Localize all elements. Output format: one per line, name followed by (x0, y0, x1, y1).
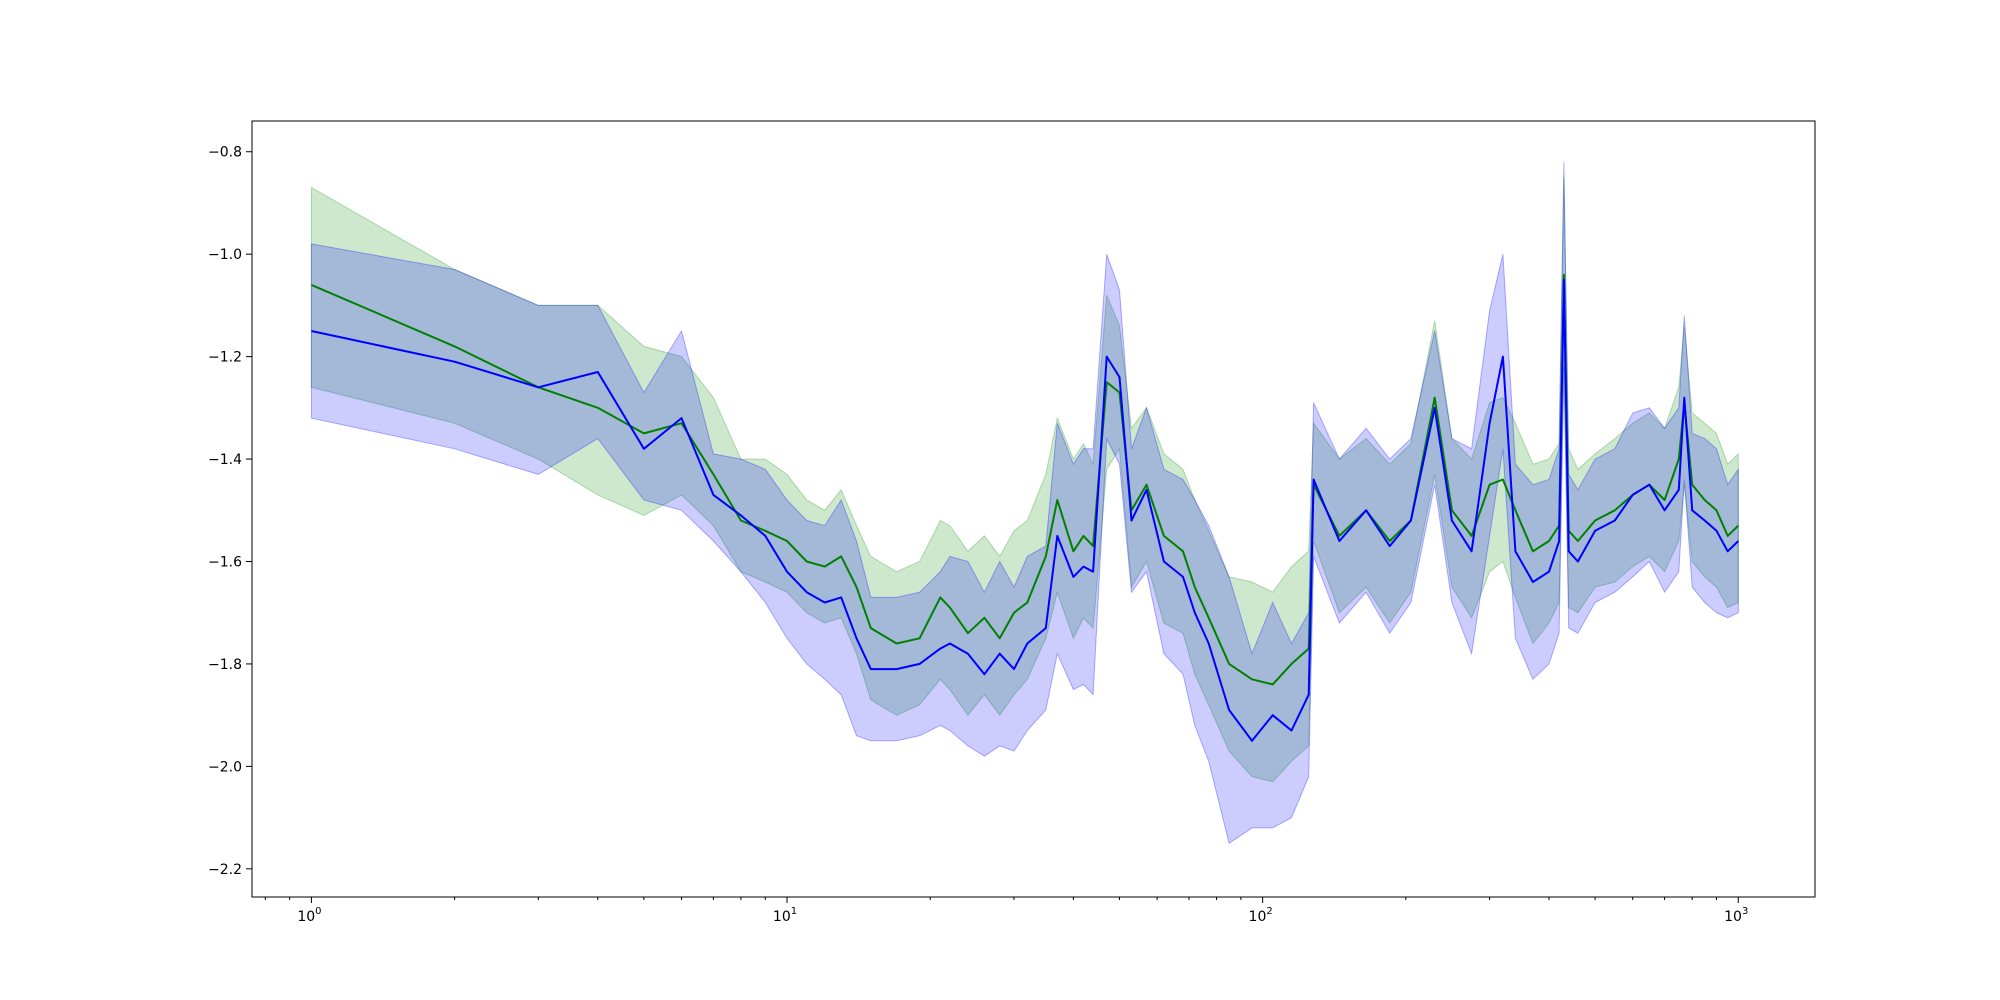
y-tick-label: −1.6 (208, 555, 242, 571)
x-tick-label: 101 (773, 906, 797, 925)
plot-area (310, 161, 1739, 845)
x-tick-label: 103 (1724, 906, 1748, 925)
y-tick-label: −1.4 (208, 452, 242, 468)
y-tick-label: −1.8 (208, 657, 242, 673)
series-2-line (311, 278, 1739, 742)
series-1-confidence-band (310, 177, 1739, 783)
plot-frame (251, 120, 1816, 898)
y-tick-label: −2.0 (208, 759, 242, 775)
y-tick-label: −1.2 (208, 350, 242, 366)
x-tick-label: 100 (297, 906, 321, 925)
y-tick-label: −1.0 (208, 247, 242, 263)
y-tick-label: −2.2 (208, 862, 242, 878)
y-tick-label: −0.8 (208, 145, 242, 161)
x-tick-label: 102 (1249, 906, 1273, 925)
series-1-line (311, 273, 1739, 686)
series-2-confidence-band (310, 161, 1739, 845)
